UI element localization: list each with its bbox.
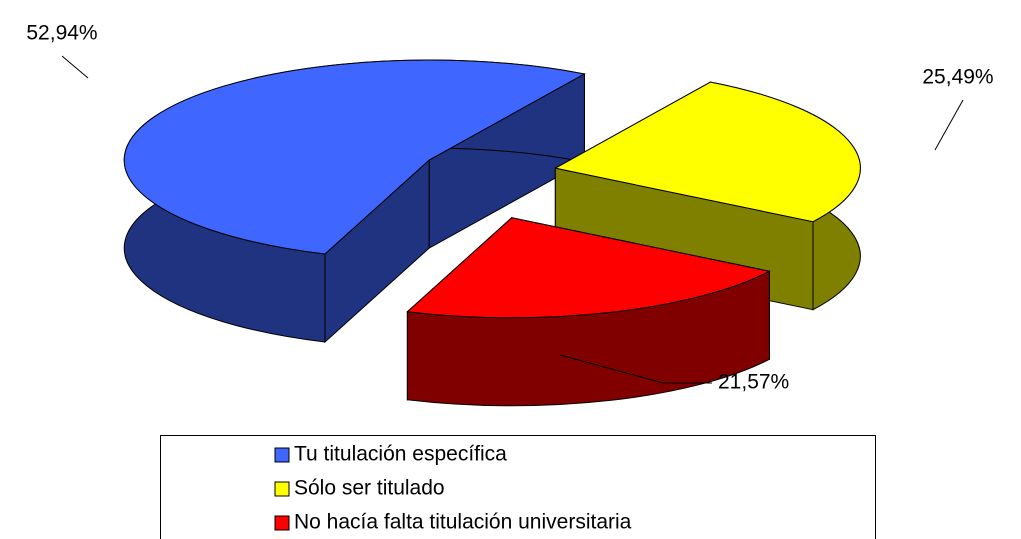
legend-swatch xyxy=(274,481,290,497)
legend-swatch xyxy=(274,447,290,463)
legend-label: Tu titulación específica xyxy=(294,443,507,466)
slice-top xyxy=(123,59,586,255)
pie-slice xyxy=(123,59,586,344)
legend-swatch xyxy=(274,515,290,531)
legend-label: Sólo ser titulado xyxy=(294,477,445,500)
data-label: 25,49% xyxy=(922,66,993,89)
leader-line xyxy=(559,354,712,384)
data-label: 52,94% xyxy=(26,22,97,45)
slice-top xyxy=(553,81,861,223)
pie-slice xyxy=(406,216,771,407)
legend-label: No hacía falta titulación universitaria xyxy=(294,511,632,534)
data-label: 21,57% xyxy=(718,371,789,394)
slice-top xyxy=(406,217,771,319)
leader-line xyxy=(934,99,964,151)
leader-line xyxy=(61,55,89,79)
